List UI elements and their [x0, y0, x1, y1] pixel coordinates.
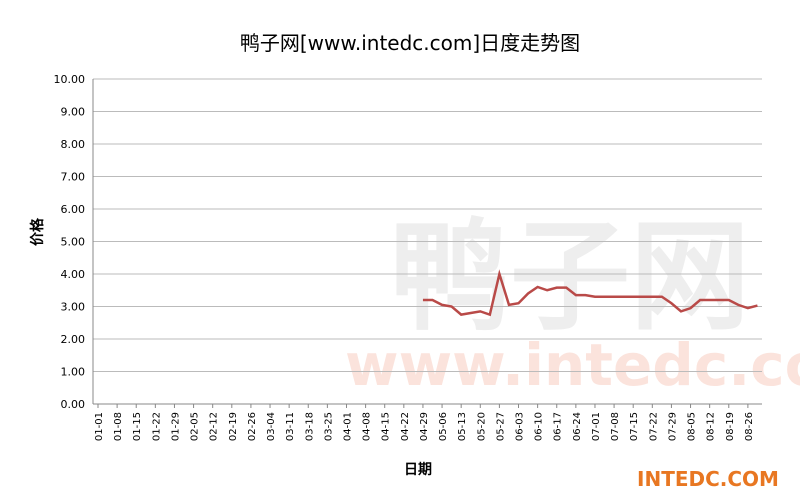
y-tick-label: 7.00: [61, 171, 86, 184]
x-tick-label: 07-08: [610, 412, 621, 441]
y-tick-label: 8.00: [61, 138, 86, 151]
x-tick-label: 07-15: [629, 412, 640, 441]
y-tick-label: 10.00: [54, 73, 86, 86]
x-axis-label: 日期: [404, 462, 432, 478]
y-tick-label: 4.00: [61, 268, 86, 281]
x-tick-label: 02-12: [209, 412, 220, 441]
line-series: [422, 269, 758, 317]
x-tick-label: 06-24: [572, 412, 583, 441]
x-tick-label: 03-11: [285, 412, 296, 441]
x-tick-label: 03-18: [304, 412, 315, 441]
x-tick-label: 01-15: [132, 412, 143, 441]
x-tick-label: 07-22: [648, 412, 659, 441]
x-tick-label: 01-08: [113, 412, 124, 441]
x-tick-label: 06-17: [553, 412, 564, 441]
chart-title: 鸭子网[www.intedc.com]日度走势图: [240, 31, 580, 55]
x-tick-label: 03-25: [323, 412, 334, 441]
x-tick-label: 02-05: [190, 412, 201, 441]
x-tick-label: 01-29: [170, 412, 181, 441]
y-tick-label: 6.00: [61, 203, 86, 216]
x-tick-label: 07-01: [591, 412, 602, 441]
y-tick-label: 1.00: [61, 366, 86, 379]
x-tick-label: 07-29: [667, 412, 678, 441]
watermark: www.intedc.com: [345, 331, 800, 399]
y-tick-label: 0.00: [61, 398, 86, 411]
x-tick-label: 08-19: [725, 412, 736, 441]
x-tick-label: 02-19: [228, 412, 239, 441]
y-tick-label: 3.00: [61, 301, 86, 314]
watermark: INTEDC.COM: [637, 467, 779, 491]
x-tick-label: 04-15: [381, 412, 392, 441]
x-tick-label: 05-27: [495, 412, 506, 441]
x-tick-label: 02-26: [247, 412, 258, 441]
x-tick-label: 04-01: [342, 412, 353, 441]
watermark: 鸭子网: [390, 208, 750, 347]
x-tick-label: 03-04: [266, 412, 277, 441]
x-tick-label: 04-29: [419, 412, 430, 441]
x-tick-label: 08-12: [706, 412, 717, 441]
x-tick-label: 01-22: [151, 412, 162, 441]
y-tick-label: 2.00: [61, 333, 86, 346]
x-tick-label: 06-10: [534, 412, 545, 441]
x-tick-label: 06-03: [515, 412, 526, 441]
x-tick-label: 08-26: [744, 412, 755, 441]
y-axis-label: 价格: [29, 217, 46, 246]
x-tick-label: 05-13: [457, 412, 468, 441]
x-tick-label: 04-08: [362, 412, 373, 441]
x-tick-label: 05-06: [438, 412, 449, 441]
x-tick-label: 05-20: [476, 412, 487, 441]
y-tick-label: 5.00: [61, 236, 86, 249]
x-tick-label: 01-01: [94, 412, 105, 441]
y-tick-label: 9.00: [61, 106, 86, 119]
x-tick-label: 08-05: [687, 412, 698, 441]
x-tick-label: 04-22: [400, 412, 411, 441]
